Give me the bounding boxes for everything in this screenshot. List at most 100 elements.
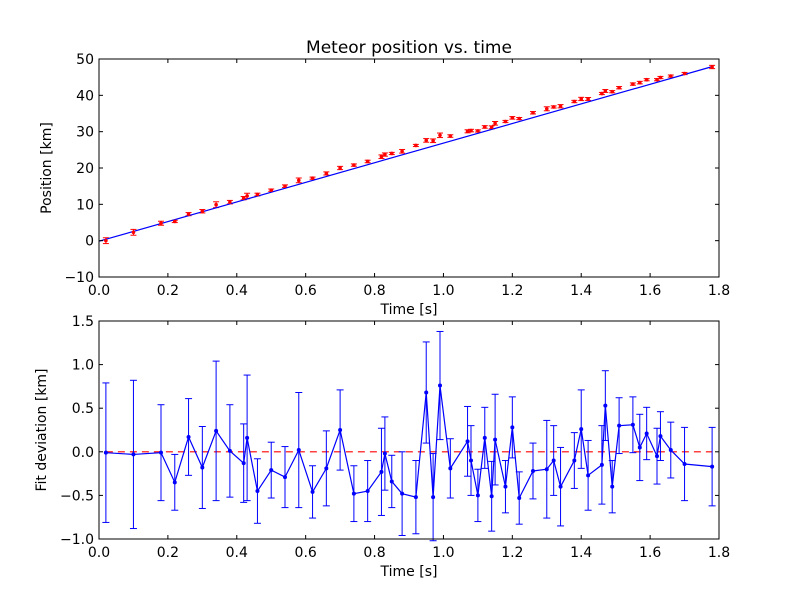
bottom-data-point bbox=[351, 491, 356, 496]
bottom-data-point bbox=[365, 489, 370, 494]
bottom-data-point bbox=[572, 458, 577, 463]
top-data-point bbox=[510, 116, 515, 120]
bottom-data-point bbox=[658, 434, 663, 439]
top-x-axis-label: Time [s] bbox=[380, 302, 438, 318]
top-y-tick-label: 40 bbox=[76, 88, 94, 104]
top-data-point bbox=[655, 77, 659, 82]
top-data-point bbox=[476, 129, 480, 133]
top-axis-ticks: 0.0 0.2 0.4 0.6 0.8 1.0 1.2 1.4 1.6 1.8 −10 0 10 20 30… bbox=[64, 52, 730, 299]
top-data-point bbox=[603, 89, 608, 93]
bottom-data-point bbox=[338, 428, 343, 432]
top-data-point bbox=[159, 221, 163, 226]
top-data-point bbox=[228, 200, 232, 204]
top-data-point bbox=[503, 119, 508, 124]
bottom-data-point bbox=[586, 473, 591, 478]
bottom-data-point bbox=[227, 448, 232, 453]
top-data-point bbox=[438, 133, 442, 138]
bottom-data-point bbox=[493, 437, 498, 442]
bottom-y-tick-label: 1.0 bbox=[72, 358, 94, 374]
top-data-point bbox=[469, 128, 473, 133]
top-data-point bbox=[682, 71, 687, 76]
bottom-x-tick-label: 0.4 bbox=[226, 545, 248, 561]
top-plot-area bbox=[98, 64, 716, 245]
bottom-data-point bbox=[603, 403, 608, 408]
top-data-point bbox=[214, 202, 218, 207]
top-chart: Meteor position vs. time 0.0 0.2 0.4 0.6 0.8… bbox=[39, 38, 730, 318]
bottom-data-point bbox=[241, 461, 246, 466]
top-data-point bbox=[551, 105, 556, 109]
top-data-point bbox=[365, 159, 370, 164]
bottom-data-point bbox=[172, 480, 177, 485]
bottom-data-point bbox=[668, 448, 673, 453]
top-data-point bbox=[389, 151, 394, 156]
top-data-point bbox=[617, 85, 621, 90]
bottom-data-point bbox=[469, 458, 473, 463]
bottom-data-point bbox=[131, 452, 136, 457]
bottom-y-tick-label: −0.5 bbox=[60, 488, 94, 504]
bottom-data-point bbox=[214, 428, 219, 433]
top-data-point bbox=[186, 212, 191, 216]
top-y-tick-label: 50 bbox=[76, 52, 94, 68]
bottom-data-point bbox=[283, 475, 287, 480]
bottom-y-tick-label: 0.5 bbox=[72, 401, 94, 417]
top-data-point bbox=[200, 209, 205, 214]
bottom-data-point bbox=[637, 445, 642, 450]
bottom-x-tick-label: 1.0 bbox=[432, 545, 454, 561]
top-x-tick-label: 1.8 bbox=[708, 283, 730, 299]
top-data-point bbox=[558, 104, 563, 109]
bottom-data-point bbox=[296, 448, 301, 453]
top-data-point bbox=[517, 116, 522, 121]
bottom-data-point bbox=[324, 466, 329, 471]
bottom-data-point bbox=[379, 469, 384, 474]
top-x-tick-label: 0.0 bbox=[88, 283, 110, 299]
top-data-point bbox=[241, 196, 246, 200]
top-x-tick-label: 0.6 bbox=[295, 283, 317, 299]
bottom-data-point bbox=[389, 479, 394, 484]
bottom-data-point bbox=[558, 484, 563, 489]
bottom-data-point bbox=[438, 383, 442, 388]
bottom-data-point bbox=[517, 496, 522, 501]
top-data-point bbox=[668, 74, 673, 78]
top-data-point bbox=[600, 91, 604, 96]
bottom-data-point bbox=[200, 465, 205, 470]
top-data-point bbox=[383, 152, 387, 157]
top-x-tick-label: 0.2 bbox=[157, 283, 179, 299]
bottom-data-point bbox=[475, 493, 480, 498]
bottom-data-point bbox=[465, 439, 470, 444]
top-data-point bbox=[637, 80, 642, 85]
top-data-point bbox=[296, 178, 301, 183]
top-data-point bbox=[269, 188, 274, 192]
top-data-point bbox=[658, 75, 663, 80]
top-data-point bbox=[379, 154, 384, 159]
top-y-tick-label: 0 bbox=[85, 234, 94, 250]
top-data-point bbox=[631, 82, 635, 86]
top-x-tick-label: 1.4 bbox=[570, 283, 592, 299]
top-x-tick-label: 1.6 bbox=[639, 283, 661, 299]
bottom-data-point bbox=[269, 468, 274, 473]
top-data-point bbox=[544, 106, 549, 111]
bottom-data-point bbox=[489, 494, 494, 499]
top-data-point bbox=[400, 149, 404, 154]
top-x-tick-label: 1.2 bbox=[501, 283, 523, 299]
top-y-tick-label: −10 bbox=[64, 270, 94, 286]
top-data-point bbox=[465, 129, 470, 134]
top-data-point bbox=[352, 163, 356, 167]
bottom-data-point bbox=[424, 390, 429, 395]
top-x-tick-label: 1.0 bbox=[432, 283, 454, 299]
top-x-tick-label: 0.8 bbox=[363, 283, 385, 299]
bottom-x-tick-label: 1.6 bbox=[639, 545, 661, 561]
bottom-data-point bbox=[617, 423, 622, 428]
bottom-data-point bbox=[644, 431, 649, 436]
bottom-deviation-line bbox=[105, 385, 713, 501]
top-data-point bbox=[572, 99, 577, 104]
bottom-data-point bbox=[531, 468, 535, 473]
top-data-point bbox=[710, 65, 714, 69]
top-y-axis-label: Position [km] bbox=[39, 122, 55, 214]
bottom-data-point bbox=[655, 454, 659, 459]
bottom-data-point bbox=[431, 495, 436, 500]
top-data-point bbox=[283, 184, 287, 188]
bottom-y-tick-label: 0.0 bbox=[72, 445, 94, 461]
top-data-point bbox=[338, 166, 342, 170]
bottom-data-point bbox=[413, 495, 418, 500]
